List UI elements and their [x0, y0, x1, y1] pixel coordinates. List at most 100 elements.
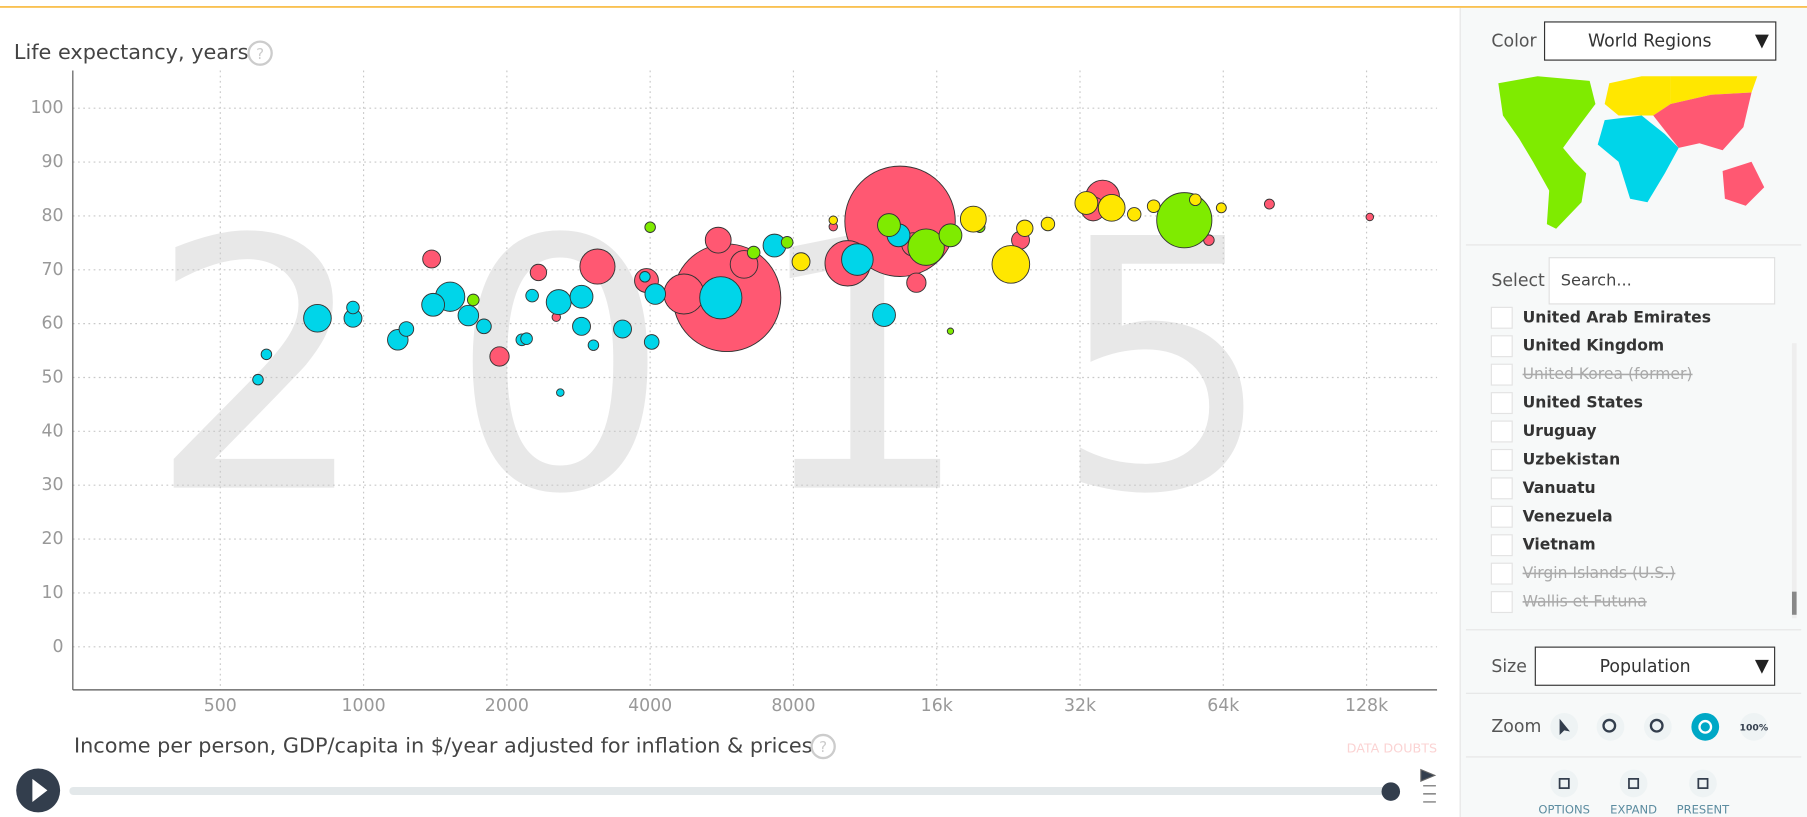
bubble[interactable] [252, 373, 264, 386]
speed-icon[interactable] [1420, 768, 1437, 803]
bubble[interactable] [644, 283, 666, 305]
bubble[interactable] [421, 292, 446, 317]
checkbox[interactable] [1490, 477, 1513, 500]
bubble[interactable] [704, 226, 732, 254]
country-name[interactable]: United Korea (former) [1523, 365, 1693, 383]
bubble[interactable] [1365, 212, 1375, 222]
checkbox[interactable] [1490, 306, 1513, 329]
bubble[interactable] [303, 303, 332, 333]
bubble[interactable] [476, 318, 492, 335]
bubble[interactable] [579, 248, 616, 285]
bubble[interactable] [643, 334, 660, 350]
help-icon[interactable] [810, 733, 836, 760]
scrollbar-thumb[interactable] [1791, 591, 1797, 615]
bubble[interactable] [556, 388, 565, 397]
bubble[interactable] [1146, 199, 1161, 213]
bubble[interactable] [791, 252, 811, 272]
bubble[interactable] [699, 276, 743, 320]
checkbox[interactable] [1490, 505, 1513, 528]
country-name[interactable]: United Arab Emirates [1523, 308, 1711, 326]
bubble[interactable] [1156, 192, 1213, 249]
checkbox[interactable] [1490, 591, 1513, 614]
bubble[interactable] [841, 243, 874, 276]
checkbox[interactable] [1490, 335, 1513, 358]
bubble[interactable] [346, 300, 360, 315]
country-name[interactable]: Wallis et Futuna [1523, 593, 1647, 611]
search-box[interactable] [1548, 257, 1776, 305]
bubble[interactable] [907, 228, 945, 266]
bubble[interactable] [663, 273, 705, 315]
map-oceania[interactable] [1722, 161, 1765, 206]
bubble[interactable] [466, 293, 480, 307]
data-doubts[interactable]: DATA DOUBTS [1347, 740, 1437, 755]
bubble[interactable] [529, 263, 548, 282]
bubble[interactable] [1189, 193, 1202, 207]
map-russia[interactable] [1670, 76, 1758, 105]
bubble[interactable] [457, 304, 480, 327]
bubble[interactable] [1127, 207, 1142, 222]
timeline-track[interactable] [69, 786, 1391, 796]
x-axis-title[interactable]: Income per person, GDP/capita in $/year … [74, 734, 813, 758]
button-icon[interactable] [1550, 769, 1579, 798]
bubble[interactable] [877, 213, 901, 237]
bubble[interactable] [1040, 216, 1056, 232]
scrollbar-track[interactable] [1791, 343, 1797, 619]
checkbox[interactable] [1490, 534, 1513, 557]
bubble[interactable] [1263, 198, 1275, 210]
bubble[interactable] [1097, 193, 1126, 222]
bubble[interactable] [1215, 202, 1227, 214]
bubble[interactable] [1074, 191, 1099, 215]
checkbox[interactable] [1490, 448, 1513, 471]
checkbox[interactable] [1490, 562, 1513, 585]
bubble[interactable] [545, 289, 572, 315]
button-label[interactable]: EXPAND [1610, 803, 1657, 817]
checkbox[interactable] [1490, 363, 1513, 386]
country-name[interactable]: Uruguay [1523, 422, 1597, 440]
bubble[interactable] [260, 348, 273, 361]
bubble[interactable] [872, 303, 896, 327]
y-axis-title[interactable]: Life expectancy, years [14, 40, 249, 64]
button-label[interactable]: OPTIONS [1538, 803, 1590, 817]
bubble[interactable] [422, 249, 442, 269]
country-name[interactable]: Vanuatu [1523, 479, 1596, 497]
timeline-handle[interactable] [1381, 782, 1401, 801]
bubble[interactable] [906, 272, 927, 293]
zoom-out[interactable] [1643, 712, 1672, 741]
zoom-in[interactable] [1596, 712, 1625, 741]
bubble[interactable] [780, 236, 794, 249]
country-name[interactable]: United States [1523, 394, 1643, 412]
color-dropdown[interactable] [1543, 21, 1777, 61]
bubble[interactable] [587, 339, 600, 351]
map-asia[interactable] [1653, 92, 1752, 151]
bubble[interactable] [520, 332, 533, 345]
bubble[interactable] [572, 316, 591, 336]
checkbox[interactable] [1490, 392, 1513, 415]
bubble[interactable] [938, 223, 963, 248]
bubble[interactable] [525, 288, 539, 303]
bubble[interactable] [644, 221, 656, 233]
map-europe[interactable] [1604, 76, 1671, 116]
zoom-reset[interactable] [1739, 712, 1768, 741]
button-icon[interactable] [1689, 769, 1717, 798]
bubble[interactable] [489, 346, 510, 367]
checkbox[interactable] [1490, 420, 1513, 443]
map-americas[interactable] [1498, 76, 1596, 229]
bubble[interactable] [569, 284, 594, 309]
bubble[interactable] [828, 215, 838, 225]
pan-tool[interactable] [1691, 712, 1720, 741]
bubble[interactable] [959, 205, 987, 233]
world-map[interactable] [1498, 76, 1765, 229]
bubble[interactable] [639, 271, 651, 283]
size-dropdown[interactable] [1534, 646, 1776, 686]
bubble[interactable] [946, 327, 955, 335]
country-name[interactable]: Venezuela [1523, 507, 1613, 525]
bubble[interactable] [991, 245, 1031, 284]
country-name[interactable]: Vietnam [1523, 536, 1596, 554]
help-icon[interactable] [247, 40, 273, 66]
country-name[interactable]: Virgin Islands (U.S.) [1523, 564, 1676, 582]
button-icon[interactable] [1619, 769, 1648, 798]
button-label[interactable]: PRESENT [1677, 803, 1731, 817]
country-name[interactable]: United Kingdom [1523, 337, 1665, 355]
country-name[interactable]: Uzbekistan [1523, 450, 1621, 468]
map-africa[interactable] [1597, 115, 1679, 203]
